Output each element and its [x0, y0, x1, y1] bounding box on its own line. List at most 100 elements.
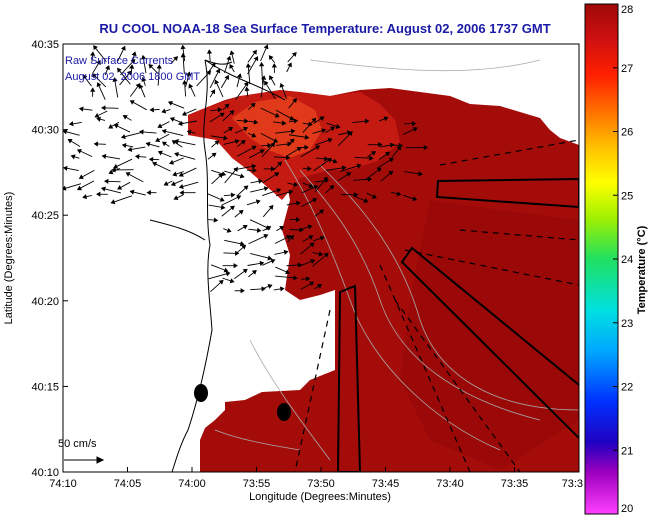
current-vector-head: [259, 61, 265, 67]
current-vector-head: [141, 76, 147, 82]
current-vector-head: [157, 150, 163, 156]
current-vector-head: [174, 151, 179, 157]
colorbar-tick-label: 24: [621, 254, 633, 266]
colorbar-tick-label: 25: [621, 190, 633, 202]
current-vector-head: [287, 62, 292, 68]
current-vector-head: [267, 142, 272, 149]
current-vector-head: [371, 151, 377, 156]
current-vector-head: [251, 163, 257, 169]
current-vector-head: [423, 144, 429, 151]
current-vector-head: [134, 154, 140, 160]
current-vector-head: [219, 196, 225, 202]
current-vector-head: [323, 252, 329, 258]
current-vector-head: [229, 205, 235, 211]
current-vector-head: [210, 62, 216, 68]
current-vector-head: [271, 63, 277, 68]
current-vector-head: [367, 176, 373, 182]
current-vector-head: [276, 188, 282, 193]
current-vector-head: [226, 55, 232, 61]
current-vector-head: [312, 198, 318, 203]
sst-warmest-patch: [232, 96, 322, 158]
current-vector-head: [218, 173, 224, 179]
current-vector-head: [263, 186, 269, 192]
current-vector-head: [315, 145, 321, 151]
current-vector: [162, 130, 184, 136]
vector-scale-arrow: [64, 456, 105, 464]
current-vector-head: [252, 167, 257, 174]
current-vector-head: [146, 190, 151, 196]
current-vector-head: [307, 165, 312, 172]
current-vector-head: [251, 145, 257, 151]
current-vector-head: [90, 87, 96, 92]
current-vector-head: [131, 51, 137, 57]
current-vector: [250, 253, 272, 260]
current-vector-head: [101, 105, 106, 111]
current-vector-head: [93, 45, 98, 51]
current-vector-head: [274, 172, 280, 177]
x-tick-label: 73:3: [562, 478, 583, 490]
current-vector-head: [277, 161, 282, 167]
current-vector-head: [161, 108, 167, 114]
current-vector-head: [111, 167, 116, 173]
current-vector-head: [224, 103, 230, 109]
current-vector-head: [259, 149, 265, 154]
current-vector-head: [239, 173, 245, 179]
colorbar-label: Temperature (°C): [636, 225, 648, 314]
current-vector-head: [172, 171, 178, 177]
current-vector-head: [229, 50, 235, 56]
current-vector-head: [213, 217, 219, 223]
current-vector-head: [63, 129, 68, 135]
current-vector-head: [173, 195, 179, 201]
current-vector-head: [289, 138, 295, 144]
current-vector-head: [148, 156, 154, 163]
current-vector-head: [412, 127, 418, 132]
current-vector-head: [243, 126, 249, 132]
current-vector: [208, 272, 230, 280]
current-vector-head: [206, 49, 213, 54]
current-vector-head: [289, 115, 295, 121]
current-vector-head: [224, 74, 229, 80]
current-vector-head: [250, 102, 256, 108]
current-vector-head: [215, 68, 221, 74]
colorbar-tick-label: 23: [621, 318, 633, 330]
current-vector-head: [291, 51, 297, 57]
current-vector-head: [293, 275, 298, 281]
vector-scale-label: 50 cm/s: [58, 438, 97, 450]
current-vector-head: [319, 209, 325, 215]
current-vector-head: [108, 169, 114, 175]
current-vector-head: [396, 145, 402, 151]
current-vector-head: [89, 51, 96, 56]
current-vector-head: [104, 178, 109, 184]
current-vector-head: [225, 271, 231, 277]
current-vector-head: [258, 178, 263, 184]
x-tick-label: 73:55: [243, 478, 271, 490]
current-vector-head: [156, 64, 162, 69]
current-vector-head: [268, 55, 274, 61]
y-tick-label: 40:25: [31, 210, 59, 222]
current-vector-head: [326, 157, 332, 163]
current-vector-head: [125, 172, 131, 177]
current-vector-head: [78, 106, 84, 112]
current-vector-head: [269, 75, 274, 81]
current-vector: [248, 234, 268, 245]
current-vector-head: [188, 83, 194, 89]
current-vector-head: [138, 83, 144, 89]
current-vector: [275, 275, 297, 279]
current-vector-head: [112, 77, 118, 82]
current-vector-head: [211, 152, 217, 158]
current-vector-head: [279, 286, 285, 292]
current-vector-head: [308, 235, 314, 240]
current-vector-head: [335, 123, 341, 129]
current-vector-head: [245, 63, 251, 68]
current-vector-head: [169, 159, 175, 165]
current-vector-head: [239, 241, 245, 247]
current-vector-head: [82, 74, 88, 80]
y-tick-label: 40:35: [31, 39, 59, 51]
current-vector-head: [140, 54, 147, 60]
current-vector-head: [319, 116, 325, 121]
current-vector-head: [169, 117, 175, 122]
current-vector: [120, 59, 136, 76]
current-vector-head: [182, 79, 188, 85]
sst-field: [188, 88, 579, 472]
currents-label: Raw Surface Currents: [65, 55, 174, 67]
